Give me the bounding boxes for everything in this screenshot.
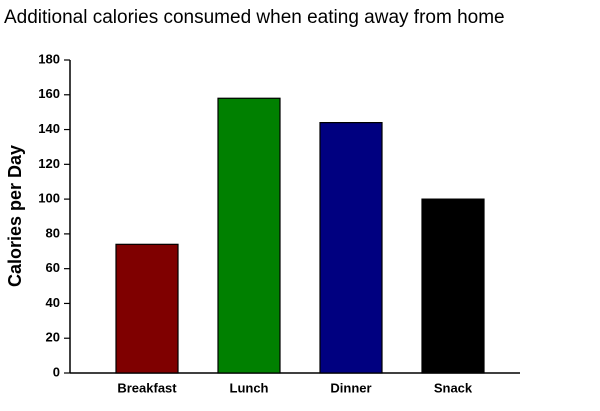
bar [115, 243, 179, 374]
bar [217, 97, 281, 374]
chart-title: Additional calories consumed when eating… [4, 7, 505, 28]
bar [319, 121, 383, 374]
x-tick-label: Dinner [330, 380, 371, 395]
y-tick-label: 100 [38, 191, 60, 206]
y-tick-label: 140 [38, 121, 60, 136]
y-tick-label: 0 [53, 364, 60, 379]
bar [421, 198, 485, 374]
x-tick-label: Lunch [230, 380, 269, 395]
y-tick-label: 60 [46, 260, 60, 275]
y-tick-label: 80 [46, 225, 60, 240]
x-tick-label: Breakfast [117, 380, 177, 395]
y-tick-label: 120 [38, 156, 60, 171]
y-axis-label: Calories per Day [5, 145, 25, 287]
y-tick-label: 20 [46, 330, 60, 345]
y-tick-label: 160 [38, 86, 60, 101]
x-tick-label: Snack [434, 380, 473, 395]
y-tick-label: 40 [46, 295, 60, 310]
y-tick-label: 180 [38, 51, 60, 66]
